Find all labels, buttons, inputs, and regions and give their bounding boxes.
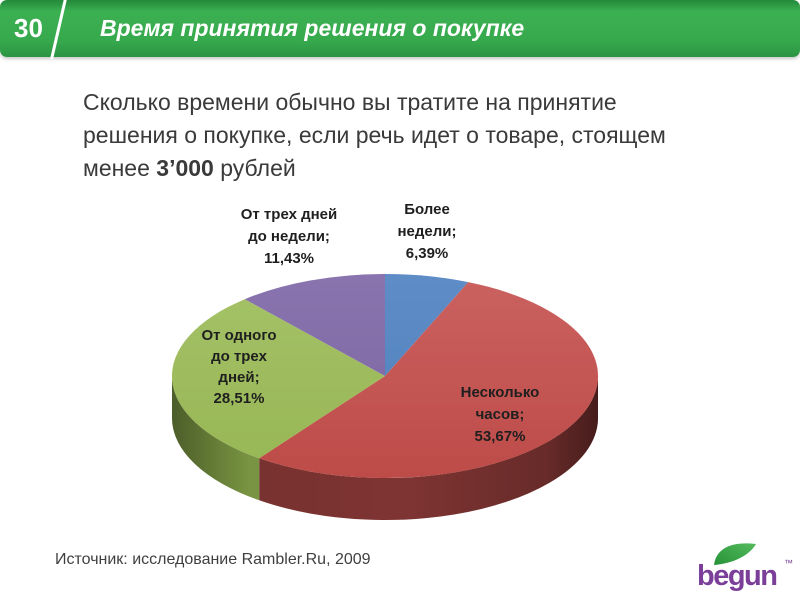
question-text: Сколько времени обычно вы тратите на при…: [83, 86, 743, 185]
slide-title: Время принятия решения о покупке: [100, 15, 525, 41]
pie-label-ot-odnogo-do-trekh: От одного до трех дней; 28,51%: [201, 327, 277, 407]
question-line-3-suffix: рублей: [213, 155, 296, 181]
pie-slice-1: [259, 282, 599, 479]
pie-slice-3: [244, 274, 385, 376]
pie-tops-group: [171, 274, 599, 479]
question-line-3: менее 3’000 рублей: [83, 152, 743, 185]
pie-sides-group: [172, 376, 598, 520]
question-line-2: решения о покупке, если речь идет о това…: [83, 122, 666, 148]
begun-logo: begun ™: [697, 543, 793, 592]
pie-slice-2: [171, 299, 385, 459]
source-note: Источник: исследование Rambler.Ru, 2009: [55, 551, 371, 568]
logo-tm: ™: [784, 558, 793, 568]
slide-number: 30: [14, 13, 43, 43]
pie-side-shading: [172, 376, 598, 520]
pie-slice-0: [385, 274, 469, 376]
logo-text: begun: [697, 560, 777, 592]
leaf-icon: [714, 543, 756, 565]
pie-label-ot-trekh-do-nedeli: От трех дней до недели; 11,43%: [240, 206, 338, 267]
pie-label-neskolko-chasov: Несколько часов; 53,67%: [460, 384, 540, 445]
header-bar: 30 Время принятия решения о покупке: [0, 0, 800, 60]
question-price-bold: 3’000: [156, 155, 214, 181]
question-line-3-prefix: менее: [83, 155, 157, 181]
question-line-1: Сколько времени обычно вы тратите на при…: [83, 89, 617, 115]
pie-label-bolee-nedeli: Более недели; 6,39%: [397, 201, 457, 262]
